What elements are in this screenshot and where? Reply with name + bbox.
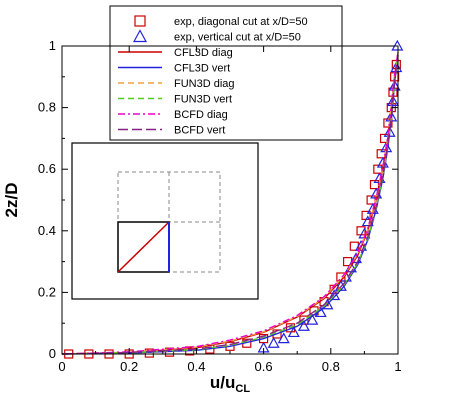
series-7	[61, 55, 399, 355]
point-1-3	[287, 326, 300, 338]
inset-frame	[71, 142, 259, 300]
y-tick-label-3: 0.6	[38, 161, 56, 176]
legend-label-0: exp, diagonal cut at x/D=50	[174, 16, 308, 28]
x-tick-label-5: 1	[394, 359, 401, 374]
inset-diagonal-cut	[117, 221, 170, 273]
inset	[71, 142, 259, 300]
y-axis-title: 2z/D	[2, 183, 21, 218]
legend-swatch-0	[134, 15, 146, 27]
series-4	[61, 52, 399, 355]
series-6	[61, 52, 399, 355]
point-1-1	[267, 336, 280, 348]
x-tick-label-3: 0.6	[255, 359, 273, 374]
legend-entry-6: BCFD diag	[118, 109, 228, 121]
point-1-4	[297, 320, 310, 331]
legend: exp, diagonal cut at x/D=50 exp, vertical…	[109, 5, 343, 141]
y-tick-label-5: 1	[49, 38, 56, 53]
x-axis-title: u/uCL	[210, 373, 250, 395]
y-tick-label-0: 0	[49, 346, 56, 361]
series-line-6	[61, 52, 399, 355]
x-tick-label-0: 0	[58, 359, 65, 374]
series-layer	[61, 39, 404, 359]
legend-entry-4: FUN3D diag	[118, 78, 235, 90]
x-axis-title-subscript: CL	[235, 383, 250, 395]
legend-entry-5: FUN3D vert	[118, 94, 232, 106]
legend-frame	[109, 5, 343, 141]
y-tick-label-4: 0.8	[38, 100, 56, 115]
point-1-5	[306, 313, 319, 325]
y-tick-label-1: 0.2	[38, 284, 56, 299]
legend-entry-3: CFL3D vert	[118, 63, 230, 75]
y-tick-label-2: 0.4	[38, 223, 56, 238]
x-tick-label-2: 0.4	[187, 359, 205, 374]
series-line-4	[61, 52, 399, 355]
legend-entry-0: exp, diagonal cut at x/D=50	[134, 15, 308, 28]
legend-swatch-1	[132, 29, 148, 43]
axes-layer: 0 0.2 0.4 0.6 0.8 1 0 0.2 0.4 0.6 0.8 1	[38, 38, 402, 374]
legend-label-4: FUN3D diag	[174, 78, 235, 90]
legend-label-6: BCFD diag	[174, 109, 228, 121]
series-line-7	[61, 55, 399, 355]
legend-entry-7: BCFD vert	[118, 125, 225, 137]
legend-label-2: CFL3D diag	[174, 47, 233, 59]
point-1-2	[277, 332, 290, 344]
legend-entry-1: exp, vertical cut at x/D=50	[132, 29, 301, 44]
x-tick-label-1: 0.2	[120, 359, 138, 374]
legend-entry-2: CFL3D diag	[118, 47, 233, 59]
x-tick-label-4: 0.8	[322, 359, 340, 374]
legend-label-3: CFL3D vert	[174, 63, 230, 75]
point-0-13	[299, 315, 309, 325]
legend-label-5: FUN3D vert	[174, 94, 232, 106]
legend-label-7: BCFD vert	[174, 125, 225, 137]
legend-label-1: exp, vertical cut at x/D=50	[174, 32, 301, 44]
